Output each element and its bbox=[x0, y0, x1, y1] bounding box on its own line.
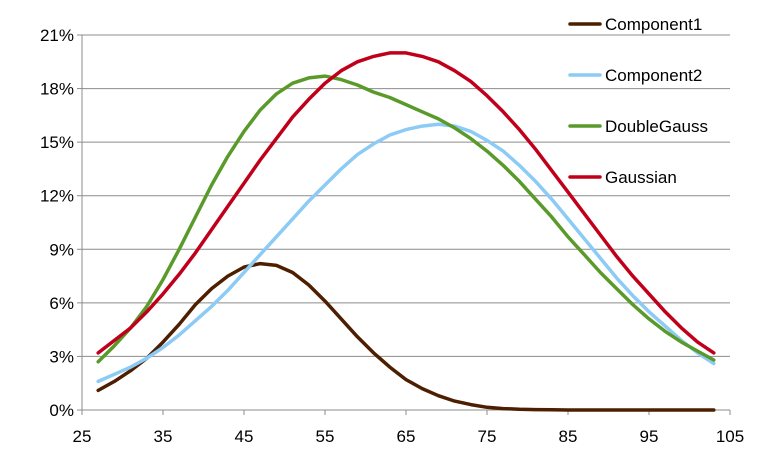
series-line-component2 bbox=[96, 122, 716, 384]
legend-label-gaussian: Gaussian bbox=[605, 168, 677, 187]
y-tick-label: 0% bbox=[49, 401, 74, 420]
y-tick-label: 6% bbox=[49, 294, 74, 313]
series-line-component1 bbox=[96, 261, 716, 412]
x-tick-label: 85 bbox=[559, 427, 578, 446]
x-tick-label: 25 bbox=[73, 427, 92, 446]
x-tick-label: 55 bbox=[316, 427, 335, 446]
legend-label-doublegauss: DoubleGauss bbox=[605, 117, 708, 136]
legend-label-component1: Component1 bbox=[605, 15, 702, 34]
y-tick-label: 3% bbox=[49, 347, 74, 366]
x-tick-label: 35 bbox=[154, 427, 173, 446]
series-line-doublegauss bbox=[96, 74, 716, 364]
x-tick-label: 105 bbox=[716, 427, 744, 446]
y-tick-label: 15% bbox=[40, 133, 74, 152]
axes: 0% 3% 6% 9% 12% 15% 18% 21% 25 35 45 55 65 75 85 95 105 bbox=[40, 26, 744, 446]
y-tick-label: 21% bbox=[40, 26, 74, 45]
x-tick-label: 75 bbox=[478, 427, 497, 446]
y-tick-label: 9% bbox=[49, 240, 74, 259]
x-tick-label: 45 bbox=[235, 427, 254, 446]
y-tick-label: 12% bbox=[40, 187, 74, 206]
legend-label-component2: Component2 bbox=[605, 66, 702, 85]
y-tick-label: 18% bbox=[40, 80, 74, 99]
series-line-gaussian bbox=[96, 51, 716, 355]
legend: Component1 Component2 DoubleGauss Gaussian bbox=[568, 15, 708, 187]
gridlines bbox=[82, 34, 730, 357]
x-tick-label: 95 bbox=[640, 427, 659, 446]
series-lines bbox=[96, 51, 716, 412]
x-tick-label: 65 bbox=[397, 427, 416, 446]
